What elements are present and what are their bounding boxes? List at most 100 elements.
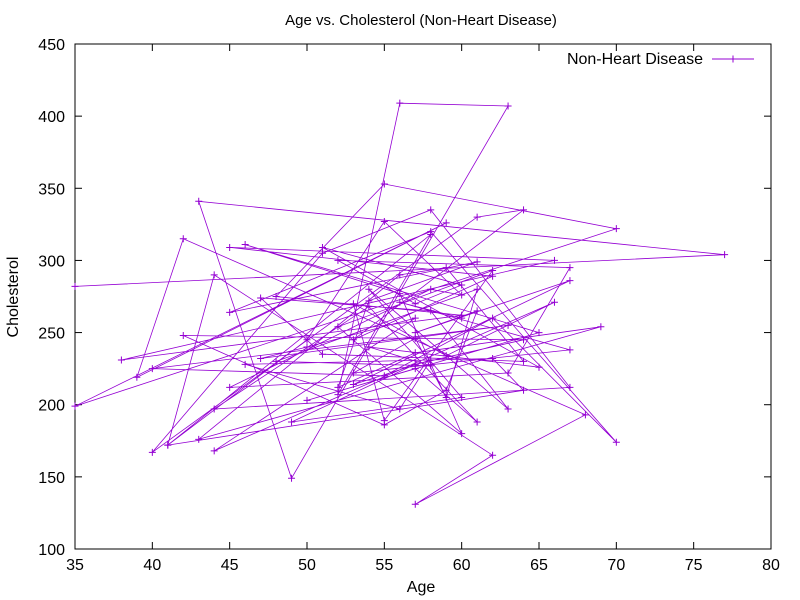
data-point <box>380 217 388 225</box>
legend-point-marker <box>729 55 737 63</box>
data-point <box>365 285 373 293</box>
y-tick: 350 <box>38 181 771 198</box>
legend-label: Non-Heart Disease <box>567 51 703 68</box>
data-point <box>396 290 404 298</box>
data-point <box>380 180 388 188</box>
x-tick-label: 80 <box>762 557 780 574</box>
data-point <box>427 206 435 214</box>
x-tick: 40 <box>143 44 161 574</box>
data-point <box>473 418 481 426</box>
data-point <box>318 350 326 358</box>
data-point <box>380 372 388 380</box>
y-axis-label: Cholesterol <box>5 257 22 338</box>
data-point <box>411 500 419 508</box>
data-point <box>349 369 357 377</box>
x-axis-label: Age <box>407 579 436 596</box>
data-point <box>597 323 605 331</box>
x-tick-label: 35 <box>66 557 84 574</box>
y-tick-label: 300 <box>38 253 65 270</box>
y-tick-label: 450 <box>38 37 65 54</box>
data-point <box>288 474 296 482</box>
data-point <box>226 383 234 391</box>
x-tick-label: 60 <box>453 557 471 574</box>
data-point <box>257 355 265 363</box>
y-tick-label: 250 <box>38 326 65 343</box>
data-point <box>427 285 435 293</box>
data-point <box>117 356 125 364</box>
x-tick-label: 55 <box>375 557 393 574</box>
data-point <box>349 381 357 389</box>
data-point <box>442 219 450 227</box>
data-point <box>504 405 512 413</box>
data-point <box>566 383 574 391</box>
data-point <box>489 314 497 322</box>
x-tick: 70 <box>607 44 625 574</box>
y-tick: 300 <box>38 253 771 270</box>
data-point <box>396 405 404 413</box>
data-point <box>566 264 574 272</box>
data-point <box>504 369 512 377</box>
x-tick: 65 <box>530 44 548 574</box>
series-points <box>71 99 729 508</box>
legend-marker-plus <box>729 55 737 63</box>
chart-title: Age vs. Cholesterol (Non-Heart Disease) <box>285 12 557 29</box>
data-point <box>427 362 435 370</box>
y-tick-label: 350 <box>38 181 65 198</box>
data-point <box>380 421 388 429</box>
data-point <box>458 281 466 289</box>
data-point <box>520 206 528 214</box>
data-point <box>612 438 620 446</box>
data-point <box>489 267 497 275</box>
y-tick-label: 200 <box>38 398 65 415</box>
x-tick: 60 <box>453 44 471 574</box>
data-point <box>272 357 280 365</box>
data-point <box>133 373 141 381</box>
data-point <box>411 334 419 342</box>
x-tick-label: 70 <box>607 557 625 574</box>
data-point <box>334 256 342 264</box>
data-point <box>226 243 234 251</box>
data-point <box>210 271 218 279</box>
data-point <box>504 321 512 329</box>
data-point <box>550 298 558 306</box>
data-point <box>272 293 280 300</box>
x-axis: 35 40 45 50 55 60 65 70 75 80 <box>66 44 780 574</box>
x-tick: 35 <box>66 44 84 574</box>
data-point <box>71 282 79 290</box>
data-point <box>241 241 249 249</box>
x-tick: 80 <box>762 44 780 574</box>
data-point <box>566 277 574 285</box>
data-point <box>442 394 450 401</box>
data-point <box>473 213 481 221</box>
data-point <box>458 291 466 299</box>
y-tick: 400 <box>38 109 771 126</box>
x-tick: 75 <box>685 44 703 574</box>
data-point <box>210 447 218 455</box>
data-point <box>71 402 79 410</box>
x-tick-label: 65 <box>530 557 548 574</box>
data-point <box>489 451 497 459</box>
data-point <box>458 430 466 438</box>
data-point <box>349 336 357 344</box>
data-point <box>411 314 419 322</box>
x-tick: 55 <box>375 44 393 574</box>
data-point <box>303 396 311 404</box>
y-tick: 200 <box>38 398 771 415</box>
data-point <box>303 343 311 351</box>
data-point <box>411 360 419 368</box>
y-tick: 450 <box>38 37 771 54</box>
legend: Non-Heart Disease <box>567 51 754 68</box>
data-point <box>550 256 558 264</box>
data-point <box>257 294 265 302</box>
data-point <box>195 435 203 443</box>
data-point <box>164 441 172 449</box>
data-point <box>148 365 156 373</box>
data-point <box>581 411 589 419</box>
data-point <box>721 251 729 259</box>
data-point <box>241 360 249 368</box>
data-point <box>365 343 373 351</box>
y-tick-label: 150 <box>38 470 65 487</box>
x-tick: 50 <box>298 44 316 574</box>
x-tick-label: 50 <box>298 557 316 574</box>
data-point <box>396 271 404 279</box>
